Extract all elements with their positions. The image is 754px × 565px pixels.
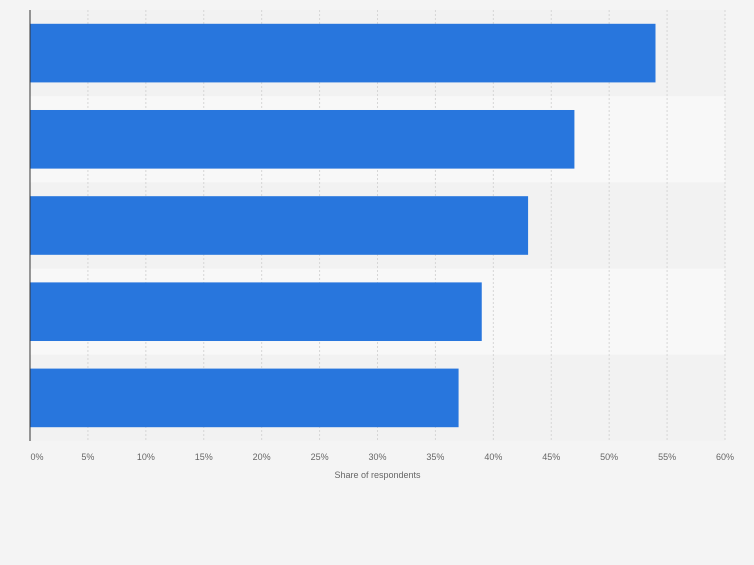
x-tick-label: 25% [311, 452, 329, 462]
x-tick-label: 55% [658, 452, 676, 462]
x-tick-label: 60% [716, 452, 734, 462]
x-tick-label: 10% [137, 452, 155, 462]
x-tick-label: 20% [253, 452, 271, 462]
x-axis-ticks: 0% 5% 10% 15% 20% 25% 30% 35% 40% 45% 50% 55% 60% [30, 452, 734, 462]
x-tick-label: 0% [30, 452, 43, 462]
x-tick-label: 40% [484, 452, 502, 462]
x-tick-label: 30% [368, 452, 386, 462]
x-axis-label: Share of respondents [334, 470, 421, 480]
x-tick-label: 35% [426, 452, 444, 462]
x-tick-label: 50% [600, 452, 618, 462]
bar [30, 282, 482, 342]
bar [30, 109, 575, 169]
bars [30, 23, 656, 428]
x-tick-label: 45% [542, 452, 560, 462]
bar [30, 23, 656, 83]
bar [30, 368, 459, 428]
x-tick-label: 15% [195, 452, 213, 462]
bar [30, 196, 529, 255]
x-tick-label: 5% [81, 452, 94, 462]
